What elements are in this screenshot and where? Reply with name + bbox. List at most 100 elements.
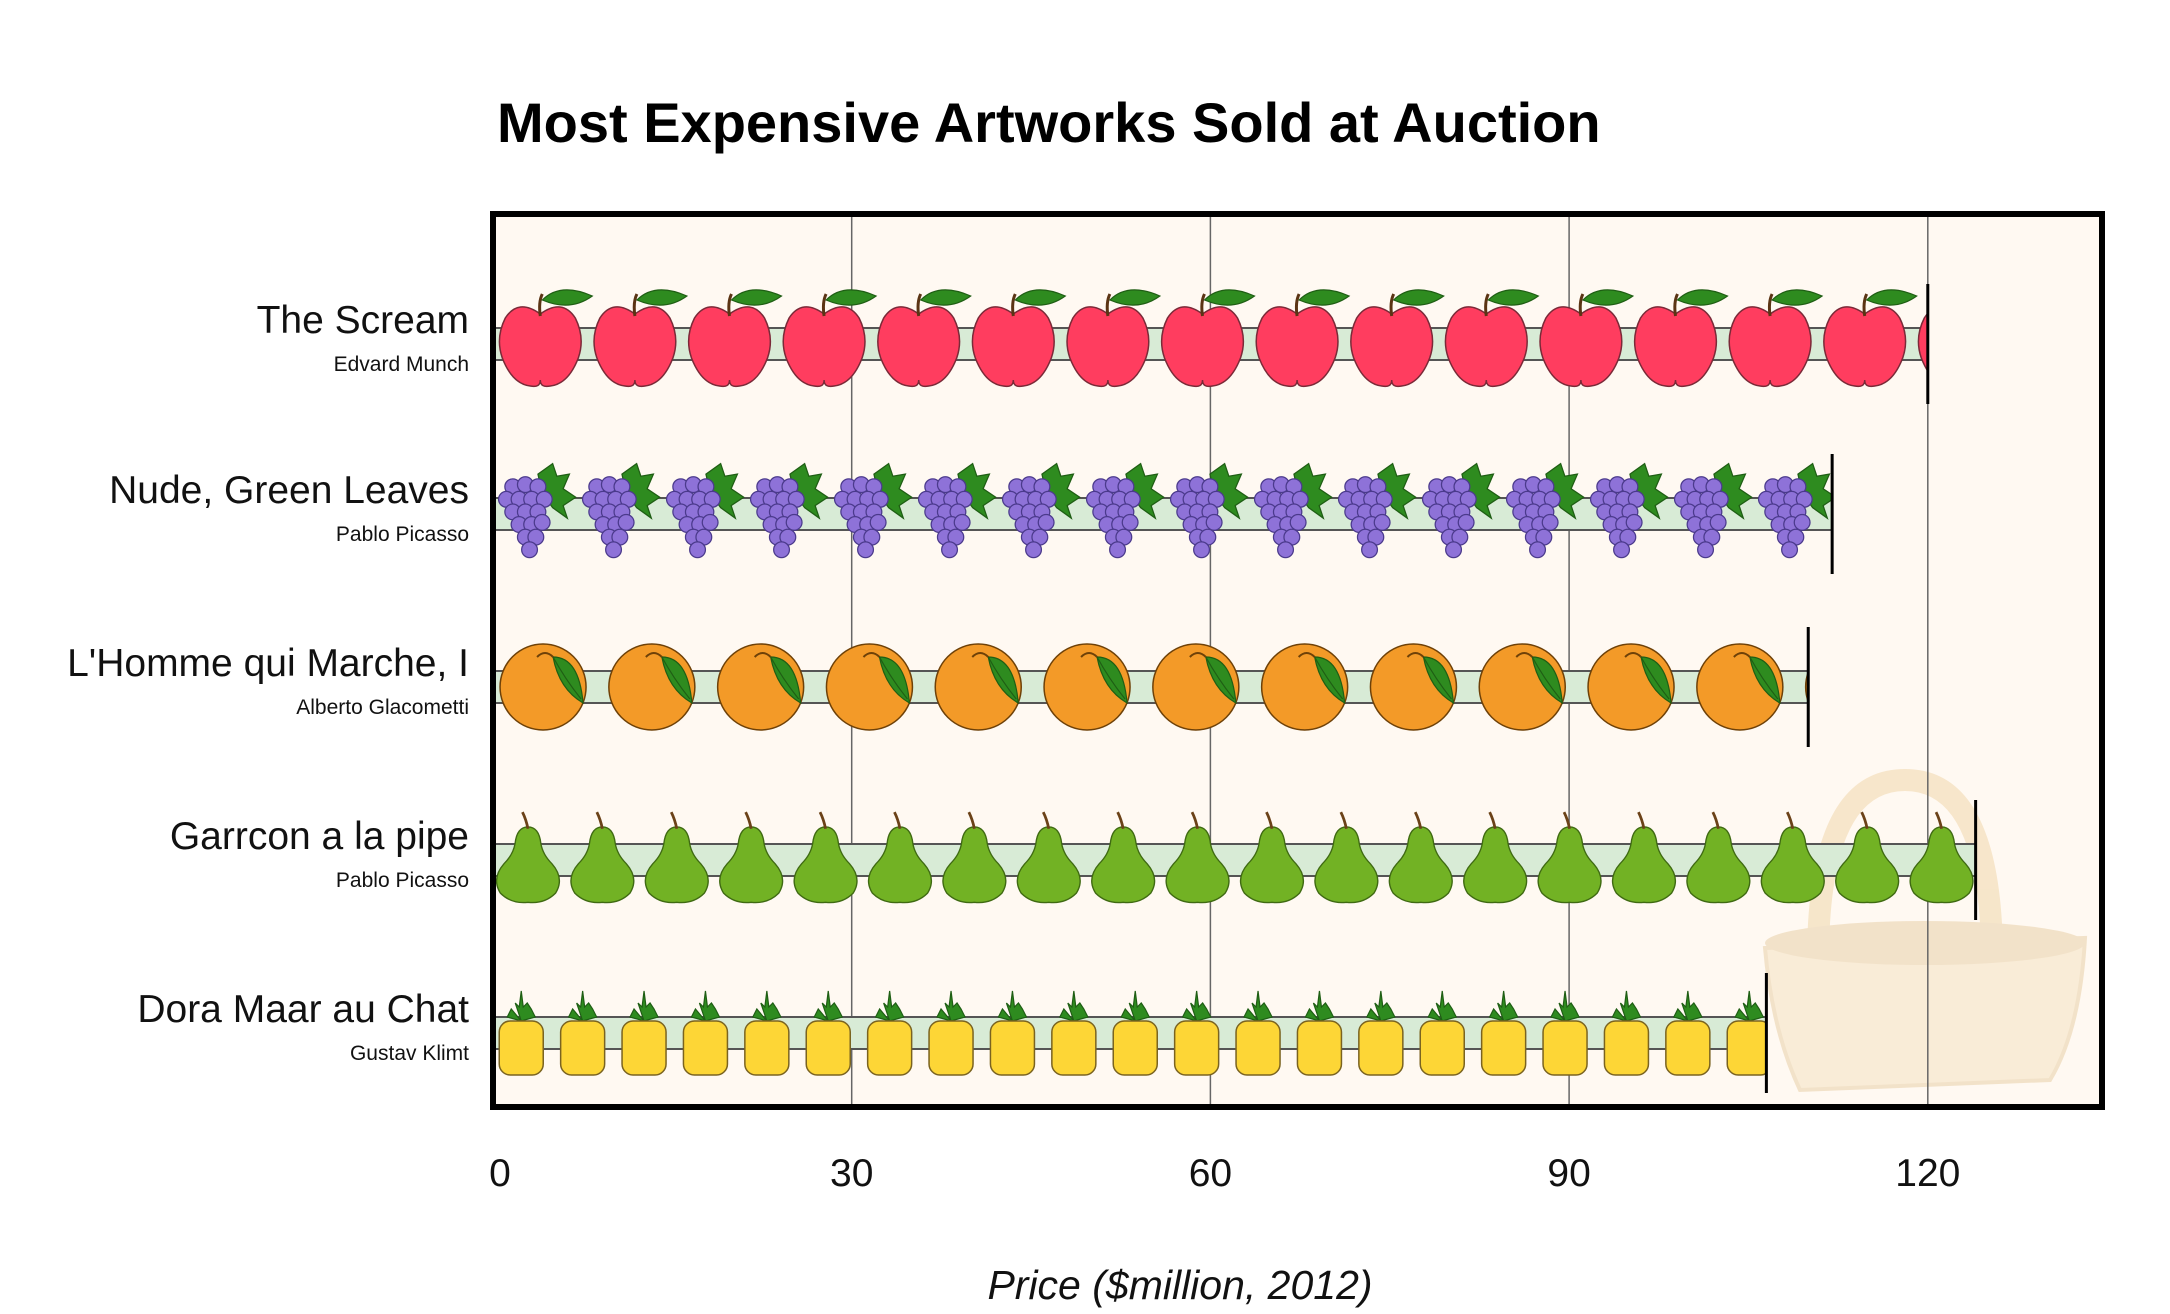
apple-icon	[687, 289, 783, 388]
category-artist: Pablo Picasso	[336, 869, 469, 892]
pear-icon	[1537, 811, 1602, 904]
orange-icon	[608, 643, 696, 731]
pear-icon	[1165, 811, 1230, 904]
category-label: Garrcon a la pipe	[170, 815, 469, 858]
x-tick-label: 0	[489, 1152, 511, 1195]
category-label: Dora Maar au Chat	[137, 988, 469, 1031]
grapes-icon	[1169, 462, 1249, 559]
apple-icon	[1633, 289, 1729, 388]
orange-icon	[1152, 643, 1240, 731]
apple-icon	[877, 289, 972, 388]
grapes-icon	[1253, 462, 1333, 559]
x-tick-label: 120	[1895, 1152, 1960, 1195]
category-label: Nude, Green Leaves	[109, 469, 469, 512]
pineapple-icon	[682, 990, 729, 1076]
pineapple-icon	[1542, 990, 1588, 1076]
pineapple-icon	[989, 990, 1036, 1076]
pear-icon	[1760, 811, 1825, 904]
pear-icon	[867, 811, 933, 904]
orange-icon	[825, 643, 914, 731]
pineapple-icon	[498, 990, 544, 1076]
plot-frame	[490, 211, 2105, 1110]
pineapple-icon	[1051, 990, 1097, 1076]
pear-icon	[644, 811, 709, 904]
bar-track	[492, 843, 1977, 877]
orange-icon	[1587, 643, 1675, 731]
category-artist: Pablo Picasso	[336, 523, 469, 546]
grapes-icon	[1505, 462, 1585, 559]
pear-icon	[1314, 811, 1379, 904]
apple-icon	[1917, 312, 1928, 373]
apple-icon	[1728, 289, 1824, 388]
pear-icon	[1463, 811, 1528, 904]
orange-icon	[1369, 643, 1458, 731]
orange-icon	[1478, 643, 1566, 731]
pear-icon	[1239, 811, 1305, 904]
orange-icon	[1043, 643, 1131, 731]
orange-icon	[499, 643, 587, 731]
apple-icon	[1066, 289, 1162, 388]
pineapple-icon	[1173, 990, 1220, 1076]
bar-pineapple	[492, 973, 1768, 1093]
pineapple-icon	[1603, 990, 1650, 1076]
pear-icon	[495, 811, 561, 904]
x-axis-ticks: 0 30 60 90 120	[489, 1152, 1960, 1195]
pear-icon	[719, 811, 784, 904]
bars	[492, 284, 1978, 1093]
pineapple-icon	[1235, 990, 1281, 1076]
pineapple-icon	[1419, 990, 1465, 1076]
x-tick-label: 30	[830, 1152, 873, 1195]
apple-icon	[1823, 289, 1918, 388]
grapes-icon	[1085, 462, 1165, 559]
bar-grapes	[492, 454, 1834, 574]
category-label: L'Homme qui Marche, I	[67, 642, 469, 685]
grapes-icon	[833, 462, 913, 559]
pear-icon	[1686, 811, 1751, 904]
pineapple-icon	[1358, 990, 1404, 1076]
pineapple-icon	[621, 990, 667, 1076]
category-artist: Alberto Glacometti	[296, 696, 469, 719]
apple-icon	[1160, 289, 1256, 388]
apple-icon	[1539, 289, 1635, 388]
category-label: The Scream	[257, 299, 469, 342]
grapes-icon	[1001, 462, 1081, 559]
pear-icon	[942, 811, 1007, 904]
pineapple-icon	[559, 990, 606, 1076]
grapes-icon	[749, 462, 829, 559]
x-axis-label: Price ($million, 2012)	[987, 1262, 1372, 1308]
pear-icon	[1909, 811, 1974, 904]
chart-title: Most Expensive Artworks Sold at Auction	[497, 91, 1601, 154]
pear-icon	[793, 811, 858, 904]
pineapple-icon	[1726, 990, 1767, 1076]
category-labels: The Scream Edvard Munch Nude, Green Leaves…	[67, 299, 469, 1065]
orange-icon	[934, 643, 1022, 731]
pineapple-icon	[928, 990, 974, 1076]
apple-icon	[498, 289, 594, 388]
orange-icon	[1696, 643, 1784, 731]
x-tick-label: 60	[1189, 1152, 1232, 1195]
category-artist: Edvard Munch	[334, 353, 469, 376]
pineapple-icon	[805, 990, 851, 1076]
bar-apple	[492, 284, 1930, 404]
grapes-icon	[497, 462, 577, 559]
pineapple-icon	[1665, 990, 1711, 1076]
pineapple-icon	[1112, 990, 1158, 1076]
pear-icon	[570, 811, 635, 904]
grapes-icon	[1757, 462, 1833, 559]
pineapple-icon	[744, 990, 790, 1076]
grapes-icon	[1589, 462, 1669, 559]
grapes-icon	[917, 462, 997, 559]
grapes-icon	[1337, 462, 1417, 559]
apple-icon	[1255, 289, 1351, 388]
pineapple-icon	[1296, 990, 1343, 1076]
apple-icon	[1350, 289, 1445, 388]
apple-icon	[1444, 289, 1540, 388]
grapes-icon	[665, 462, 745, 559]
pear-icon	[1016, 811, 1081, 904]
pear-icon	[1388, 811, 1453, 904]
pear-icon	[1835, 811, 1900, 904]
bar-pear	[492, 800, 1978, 920]
orange-icon	[716, 643, 805, 731]
pear-icon	[1091, 811, 1156, 904]
category-artist: Gustav Klimt	[350, 1042, 469, 1065]
